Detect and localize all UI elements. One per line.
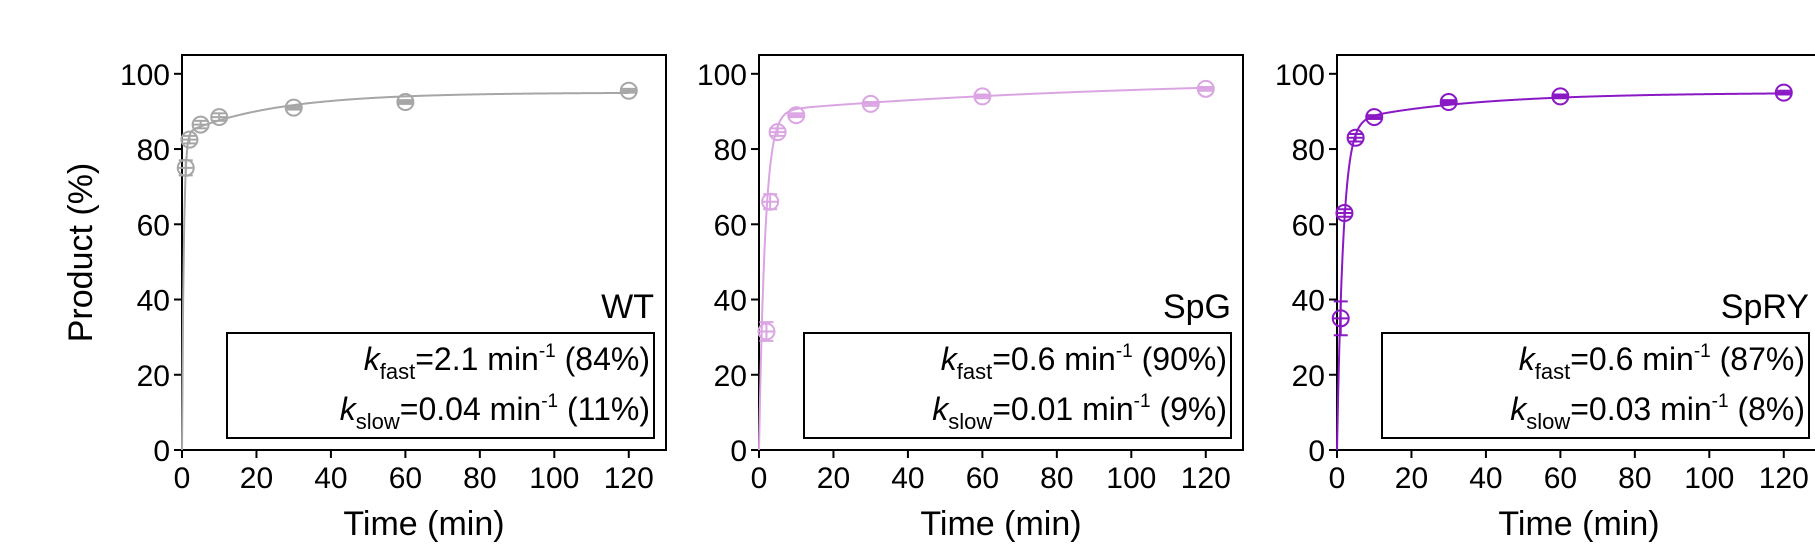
k-value: =2.1 min (415, 341, 539, 377)
k-symbol: k (364, 341, 382, 377)
x-tick-label: 20 (817, 462, 850, 495)
k-slow-text: kslow=0.04 min-1 (11%) (340, 391, 650, 434)
k-subscript: slow (948, 409, 992, 434)
k-amplitude: (8%) (1729, 391, 1805, 427)
k-unit-exponent: -1 (1694, 341, 1711, 362)
k-symbol: k (1519, 341, 1537, 377)
x-tick-label: 100 (1684, 462, 1734, 495)
x-tick-label: 100 (1106, 462, 1156, 495)
k-amplitude: (90%) (1133, 341, 1227, 377)
k-subscript: slow (356, 409, 400, 434)
panel-spg: 0 20 40 60 80 100 120 0 20 40 60 80 100 Time (min) SpG… (697, 54, 1244, 543)
k-fast-text: kfast=0.6 min-1 (90%) (941, 341, 1227, 384)
fit-curve (181, 91, 629, 451)
panel-wt: 0 20 40 60 80 100 120 0 20 40 60 80 100 Time (min) Pro… (62, 54, 667, 543)
x-axis-title: Time (min) (920, 505, 1081, 543)
k-value: =0.01 min (992, 391, 1133, 427)
k-symbol: k (941, 341, 959, 377)
k-amplitude: (11%) (558, 391, 650, 427)
rate-constant-box (226, 332, 655, 439)
x-tick-label: 80 (463, 462, 496, 495)
x-tick-label: 40 (891, 462, 924, 495)
k-value: =0.04 min (400, 391, 541, 427)
plot-frame (758, 54, 1244, 451)
rate-constant-box (803, 332, 1232, 439)
y-tick-label: 80 (137, 134, 170, 167)
y-tick-label: 100 (120, 59, 170, 92)
y-tick-label: 40 (137, 285, 170, 318)
x-tick-label: 60 (389, 462, 422, 495)
y-tick-label: 60 (714, 209, 747, 242)
panel-label: SpRY (1721, 288, 1809, 326)
x-tick-label: 80 (1040, 462, 1073, 495)
y-tick-label: 0 (153, 435, 170, 468)
k-symbol: k (932, 391, 950, 427)
x-tick-label: 120 (604, 462, 654, 495)
rate-constant-box (1381, 332, 1810, 439)
plot-frame (1336, 54, 1815, 451)
y-tick-label: 40 (1292, 285, 1325, 318)
y-tick-label: 20 (714, 360, 747, 393)
y-tick-label: 60 (137, 209, 170, 242)
k-fast-text: kfast=0.6 min-1 (87%) (1519, 341, 1805, 384)
k-amplitude: (84%) (556, 341, 650, 377)
k-value: =0.6 min (992, 341, 1116, 377)
y-tick-label: 20 (137, 360, 170, 393)
k-symbol: k (340, 391, 358, 427)
k-unit-exponent: -1 (1116, 341, 1133, 362)
y-tick-label: 100 (1275, 59, 1325, 92)
x-tick-label: 100 (529, 462, 579, 495)
x-tick-label: 0 (174, 462, 191, 495)
k-slow-text: kslow=0.03 min-1 (8%) (1510, 391, 1805, 434)
k-slow-text: kslow=0.01 min-1 (9%) (932, 391, 1227, 434)
x-axis-title: Time (min) (343, 505, 504, 543)
k-subscript: slow (1526, 409, 1570, 434)
plot-frame (181, 54, 667, 451)
x-tick-label: 0 (1329, 462, 1346, 495)
x-tick-label: 60 (966, 462, 999, 495)
y-tick-label: 0 (1308, 435, 1325, 468)
y-tick-label: 20 (1292, 360, 1325, 393)
x-tick-label: 40 (314, 462, 347, 495)
panel-label: SpG (1163, 288, 1231, 326)
x-tick-label: 20 (1395, 462, 1428, 495)
k-subscript: fast (957, 359, 992, 384)
y-tick-label: 40 (714, 285, 747, 318)
panel-label: WT (601, 288, 654, 326)
y-tick-label: 80 (1292, 134, 1325, 167)
k-unit-exponent: -1 (539, 341, 556, 362)
k-unit-exponent: -1 (1134, 391, 1151, 412)
k-symbol: k (1510, 391, 1528, 427)
k-subscript: fast (380, 359, 415, 384)
k-fast-text: kfast=2.1 min-1 (84%) (364, 341, 650, 384)
x-tick-label: 80 (1618, 462, 1651, 495)
k-unit-exponent: -1 (541, 391, 558, 412)
x-tick-label: 120 (1759, 462, 1809, 495)
x-tick-label: 60 (1544, 462, 1577, 495)
k-subscript: fast (1535, 359, 1570, 384)
k-amplitude: (87%) (1711, 341, 1805, 377)
x-tick-label: 0 (751, 462, 768, 495)
k-amplitude: (9%) (1151, 391, 1227, 427)
x-tick-label: 120 (1181, 462, 1231, 495)
y-tick-label: 0 (730, 435, 747, 468)
y-tick-label: 60 (1292, 209, 1325, 242)
k-unit-exponent: -1 (1712, 391, 1729, 412)
k-value: =0.6 min (1570, 341, 1694, 377)
panel-spry: 0 20 40 60 80 100 120 0 20 40 60 80 100 Time (min) SpR… (1275, 54, 1815, 543)
x-tick-label: 40 (1469, 462, 1502, 495)
y-axis-title: Product (%) (62, 163, 100, 343)
x-axis-title: Time (min) (1498, 505, 1659, 543)
y-tick-label: 100 (697, 59, 747, 92)
k-value: =0.03 min (1570, 391, 1711, 427)
x-tick-label: 20 (240, 462, 273, 495)
y-tick-label: 80 (714, 134, 747, 167)
